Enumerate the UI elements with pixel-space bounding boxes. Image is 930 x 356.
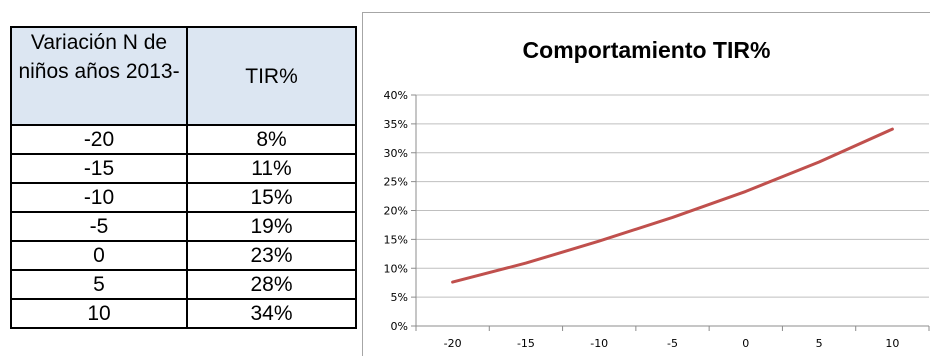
header-variacion-text: Variación N de niños años 2013- [18, 31, 180, 83]
cell-tir: 34% [186, 298, 357, 329]
cell-variacion: -5 [10, 211, 188, 242]
y-tick-label: 15% [384, 233, 408, 246]
y-tick-label: 25% [384, 176, 408, 189]
tir-table: Variación N de niños años 2013- TIR% -20… [10, 26, 357, 329]
table-header-row: Variación N de niños años 2013- TIR% [10, 26, 357, 126]
x-tick-label: -15 [517, 337, 535, 350]
cell-variacion: 0 [10, 240, 188, 271]
y-tick-label: 5% [391, 291, 408, 304]
x-tick-label: 10 [885, 337, 899, 350]
line-chart: 0% 5% 10% 15% 20% 25% 30% 35% 40% -20 -15 -10 -5 0 5 10 [384, 89, 930, 350]
x-tick-label: -10 [590, 337, 608, 350]
x-tick-label: -20 [444, 337, 462, 350]
x-tick-label: 0 [742, 337, 749, 350]
y-tick-label: 30% [384, 147, 408, 160]
y-tick-label: 40% [384, 89, 408, 102]
cell-tir: 15% [186, 182, 357, 213]
cell-tir: 19% [186, 211, 357, 242]
cell-variacion: -15 [10, 153, 188, 184]
chart-title: Comportamiento TIR% [522, 37, 771, 63]
header-variacion: Variación N de niños años 2013- [10, 26, 188, 126]
cell-tir: 11% [186, 153, 357, 184]
y-tick-label: 35% [384, 118, 408, 131]
chart-area: Comportamiento TIR% 0% 5% 10% 15% 20% 25% 30% 3… [362, 12, 930, 356]
cell-tir: 8% [186, 124, 357, 155]
x-tick-label: 5 [816, 337, 823, 350]
y-tick-label: 10% [384, 262, 408, 275]
table-row: -15 11% [10, 153, 357, 184]
cell-variacion: -10 [10, 182, 188, 213]
y-tick-label: 0% [391, 320, 408, 333]
y-tick-label: 20% [384, 205, 408, 218]
table-row: -5 19% [10, 211, 357, 242]
table-row: 10 34% [10, 298, 357, 329]
cell-variacion: -20 [10, 124, 188, 155]
table-row: -10 15% [10, 182, 357, 213]
table-row: -20 8% [10, 124, 357, 155]
table-row: 0 23% [10, 240, 357, 271]
cell-tir: 28% [186, 269, 357, 300]
header-tir: TIR% [186, 26, 357, 126]
series-line [451, 127, 894, 284]
table-row: 5 28% [10, 269, 357, 300]
x-tick-label: -5 [667, 337, 678, 350]
cell-variacion: 5 [10, 269, 188, 300]
cell-variacion: 10 [10, 298, 188, 329]
cell-tir: 23% [186, 240, 357, 271]
